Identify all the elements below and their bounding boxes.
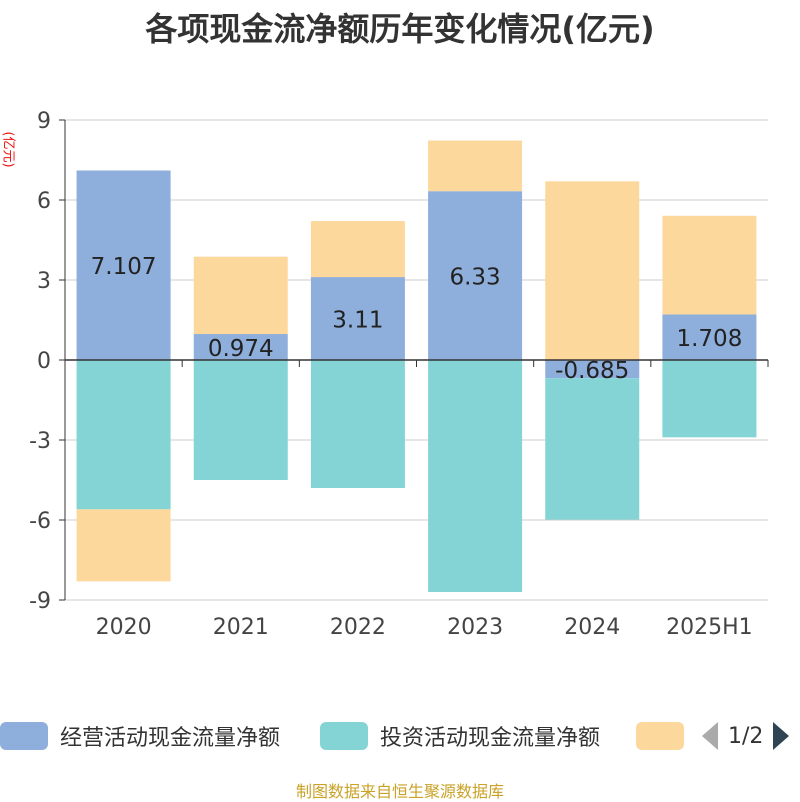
legend-item-third[interactable]: [636, 716, 684, 756]
y-tick-label: -9: [29, 589, 51, 614]
bar-1: [76, 360, 171, 510]
legend-item-investing[interactable]: 投资活动现金流量净额: [320, 716, 600, 756]
data-label: 1.708: [676, 326, 742, 352]
bar-0: [310, 277, 405, 360]
bar-2: [193, 256, 288, 335]
data-label: 6.33: [449, 265, 500, 291]
bar-2: [76, 509, 171, 582]
y-tick-label: 9: [37, 109, 51, 134]
data-label: -0.685: [555, 358, 629, 384]
y-tick-label: -6: [29, 509, 51, 534]
bar-0: [662, 314, 757, 360]
bar-2: [310, 221, 405, 278]
bar-1: [428, 360, 523, 592]
bar-0: [428, 191, 523, 360]
chart-plot: 9 6 3 0 -3 -6 -9 7.107 0.974 3.11 6.33 -0.685 1.708 2…: [29, 109, 769, 640]
y-tick-label: -3: [29, 429, 51, 454]
y-tick-label: 0: [37, 349, 51, 374]
legend-swatch-third: [636, 722, 684, 750]
legend-label-operating: 经营活动现金流量净额: [60, 726, 281, 751]
bar-1: [193, 360, 288, 480]
legend-page-indicator: 1/2: [728, 723, 764, 749]
data-label: 7.107: [91, 254, 157, 280]
bar-1: [545, 378, 640, 520]
source-note: 制图数据来自恒生聚源数据库: [295, 782, 504, 801]
legend-swatch-operating: [0, 722, 48, 750]
x-tick-label: 2022: [330, 615, 386, 640]
bar-0: [545, 360, 640, 379]
legend-swatch-investing: [320, 722, 368, 750]
bar-2: [662, 215, 757, 315]
x-tick-label: 2020: [96, 615, 152, 640]
legend: 经营活动现金流量净额 投资活动现金流量净额 1/2: [0, 716, 800, 756]
data-label: 3.11: [332, 308, 383, 334]
x-tick-label: 2023: [447, 615, 503, 640]
x-tick-label: 2021: [213, 615, 269, 640]
data-label: 0.974: [208, 336, 274, 362]
x-tick-label: 2024: [564, 615, 620, 640]
bar-2: [428, 140, 523, 192]
bar-1: [310, 360, 405, 488]
bar-0: [76, 170, 171, 360]
chevron-right-icon[interactable]: [773, 722, 790, 750]
legend-item-operating[interactable]: 经营活动现金流量净额: [0, 716, 280, 756]
chart-title: 各项现金流净额历年变化情况(亿元): [145, 10, 655, 48]
legend-pager: 1/2: [700, 716, 800, 756]
bar-2: [545, 181, 640, 360]
bar-1: [662, 360, 757, 438]
y-tick-label: 3: [37, 269, 51, 294]
y-tick-label: 6: [37, 189, 51, 214]
bar-0: [193, 334, 288, 360]
chevron-left-icon[interactable]: [702, 722, 718, 750]
x-tick-label: 2025H1: [666, 615, 753, 640]
legend-label-investing: 投资活动现金流量净额: [380, 726, 601, 751]
